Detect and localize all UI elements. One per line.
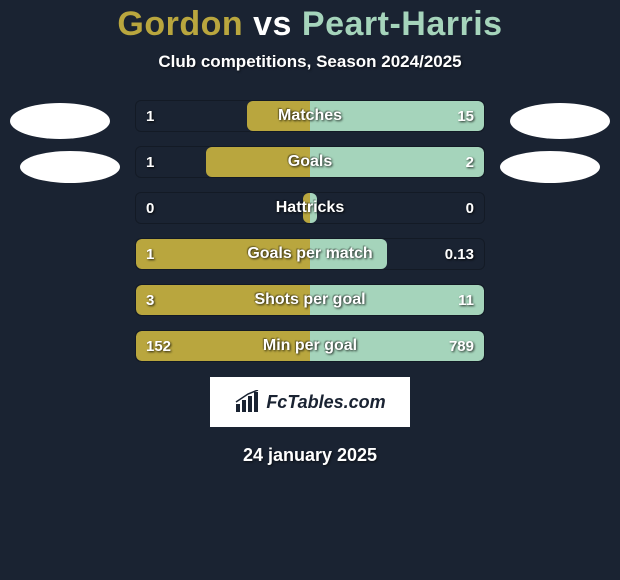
logo-box: FcTables.com — [210, 377, 410, 427]
page-title: Gordon vs Peart-Harris — [0, 5, 620, 44]
row-label: Min per goal — [136, 331, 484, 361]
logo-text: FcTables.com — [266, 392, 385, 413]
comparison-rows: 115Matches 12Goals 00Hattricks 10.13Goals p… — [0, 100, 620, 362]
row-label: Matches — [136, 101, 484, 131]
comparison-row: 10.13Goals per match — [135, 238, 485, 270]
subtitle: Club competitions, Season 2024/2025 — [0, 52, 620, 72]
chart-icon — [234, 390, 260, 414]
vs-label: vs — [253, 5, 292, 43]
player1-avatar-top — [10, 103, 110, 139]
date-label: 24 january 2025 — [0, 445, 620, 466]
player1-avatar-bottom — [20, 151, 120, 183]
row-label: Shots per goal — [136, 285, 484, 315]
comparison-row: 152789Min per goal — [135, 330, 485, 362]
row-label: Goals per match — [136, 239, 484, 269]
player2-avatar-top — [510, 103, 610, 139]
player2-avatar-bottom — [500, 151, 600, 183]
row-label: Hattricks — [136, 193, 484, 223]
chart-area: 115Matches 12Goals 00Hattricks 10.13Goals p… — [0, 100, 620, 362]
comparison-row: 12Goals — [135, 146, 485, 178]
comparison-row: 00Hattricks — [135, 192, 485, 224]
comparison-row: 311Shots per goal — [135, 284, 485, 316]
comparison-row: 115Matches — [135, 100, 485, 132]
player1-name: Gordon — [117, 5, 243, 43]
player2-name: Peart-Harris — [302, 5, 503, 43]
row-label: Goals — [136, 147, 484, 177]
comparison-chart: Gordon vs Peart-Harris Club competitions… — [0, 0, 620, 466]
